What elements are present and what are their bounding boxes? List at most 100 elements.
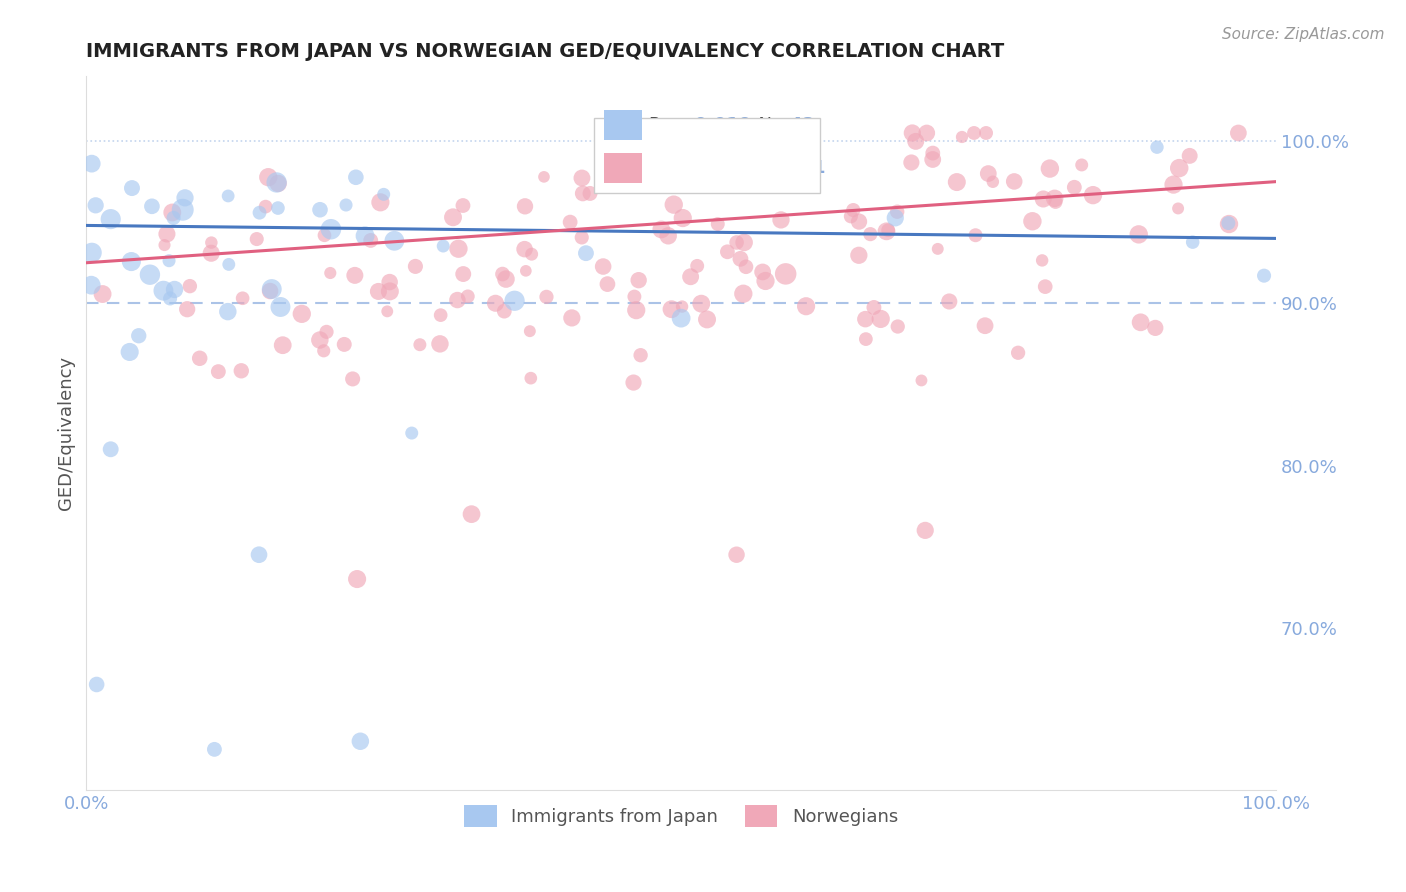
Point — [309, 202, 332, 217]
Point — [707, 217, 730, 231]
Point — [344, 170, 367, 185]
Point — [592, 260, 614, 274]
Point — [1007, 345, 1029, 359]
Point — [174, 191, 197, 205]
Point — [257, 170, 280, 185]
Point — [877, 223, 900, 237]
Point — [886, 204, 908, 219]
Point — [315, 325, 337, 339]
Point — [246, 232, 269, 246]
Point — [921, 146, 943, 161]
Point — [686, 259, 709, 273]
Point — [741, 175, 763, 189]
Point — [121, 181, 143, 195]
Point — [513, 242, 536, 256]
Point — [657, 228, 679, 243]
Point — [446, 293, 468, 307]
Text: -0.019: -0.019 — [688, 116, 751, 134]
Text: 48: 48 — [789, 116, 814, 134]
Point — [86, 677, 108, 691]
Point — [494, 304, 516, 318]
Point — [520, 371, 543, 385]
Point — [172, 202, 194, 217]
Point — [204, 742, 226, 756]
Point — [200, 246, 222, 260]
Point — [1218, 216, 1240, 230]
Point — [669, 311, 692, 326]
Point — [672, 211, 695, 225]
Point — [139, 268, 162, 282]
Point — [887, 319, 910, 334]
Point — [910, 374, 932, 388]
Point — [1167, 202, 1189, 216]
Point — [1227, 126, 1250, 140]
Point — [207, 365, 229, 379]
Point — [128, 328, 150, 343]
Point — [373, 187, 395, 202]
Point — [775, 267, 797, 281]
Point — [312, 343, 335, 358]
Point — [1033, 279, 1056, 293]
Point — [118, 345, 141, 359]
Point — [751, 265, 773, 279]
Point — [1002, 174, 1025, 188]
Point — [558, 215, 581, 229]
Point — [1163, 178, 1185, 192]
Point — [1081, 188, 1104, 202]
Point — [1146, 140, 1168, 154]
Point — [725, 235, 748, 250]
Point — [884, 211, 907, 225]
FancyBboxPatch shape — [603, 110, 643, 140]
Point — [626, 303, 648, 318]
Point — [733, 235, 755, 250]
Point — [335, 198, 357, 212]
Point — [179, 279, 201, 293]
Point — [1063, 180, 1085, 194]
Text: 151: 151 — [789, 159, 827, 177]
Point — [690, 296, 713, 310]
Point — [839, 210, 862, 224]
Point — [974, 318, 997, 333]
Point — [1128, 227, 1150, 242]
Point — [579, 186, 602, 201]
Point — [409, 337, 432, 351]
Point — [1168, 161, 1191, 175]
Point — [1218, 217, 1240, 231]
Point — [863, 301, 886, 315]
Point — [596, 277, 619, 291]
Point — [630, 348, 652, 362]
Point — [974, 126, 997, 140]
Point — [1021, 214, 1043, 228]
Point — [429, 337, 451, 351]
Point — [457, 289, 479, 303]
Point — [484, 296, 506, 310]
Point — [271, 338, 294, 352]
Point — [946, 175, 969, 189]
Point — [640, 138, 662, 153]
Point — [319, 266, 342, 280]
Point — [901, 126, 924, 140]
Point — [519, 324, 541, 338]
Point — [876, 224, 898, 238]
Point — [725, 548, 748, 562]
Point — [267, 201, 290, 215]
Point — [378, 275, 401, 289]
Point — [575, 246, 598, 260]
Point — [662, 197, 685, 211]
Point — [1039, 161, 1062, 176]
Point — [162, 211, 184, 225]
Point — [451, 198, 474, 212]
Point — [267, 177, 290, 191]
Text: R =: R = — [650, 159, 688, 177]
Point — [401, 425, 423, 440]
Point — [503, 293, 526, 308]
Point — [346, 572, 368, 586]
Point — [291, 307, 314, 321]
Point — [188, 351, 211, 366]
Point — [447, 242, 470, 256]
Point — [308, 333, 330, 347]
Point — [733, 286, 755, 301]
Point — [100, 442, 122, 457]
Point — [1045, 194, 1067, 209]
Point — [217, 304, 239, 318]
